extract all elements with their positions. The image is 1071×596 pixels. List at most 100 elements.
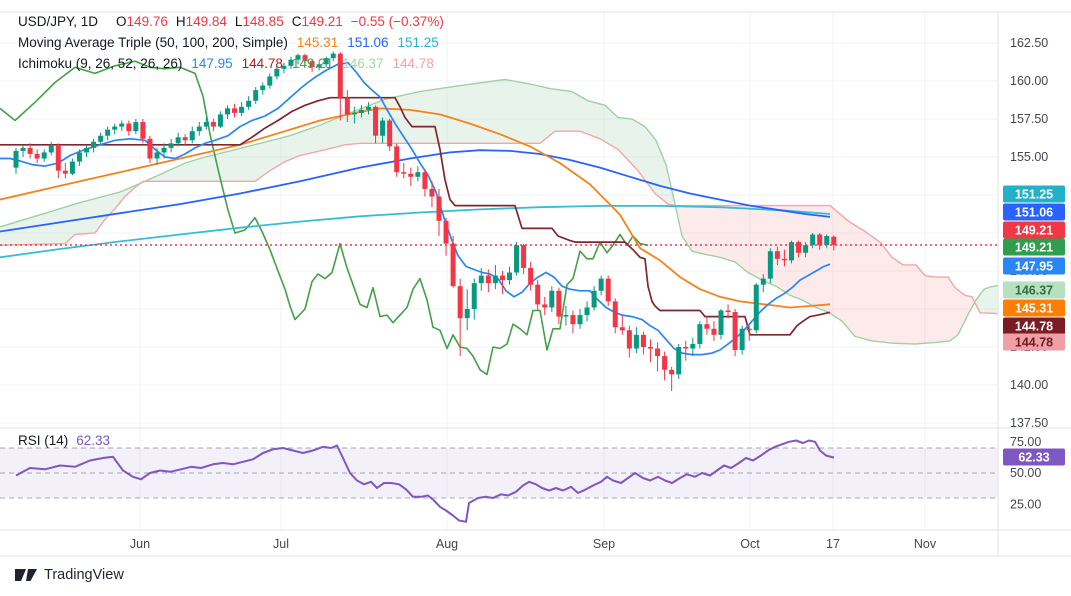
svg-text:145.31: 145.31 — [1015, 302, 1053, 316]
grid — [0, 12, 998, 530]
time-axis-label: Jun — [130, 537, 150, 551]
candle — [528, 267, 534, 285]
legend-symbol-row[interactable]: USD/JPY, 1D O149.76 H149.84 L148.85 C149.21−… — [18, 11, 444, 32]
rsi-indicator-label[interactable]: RSI (14) 62.33 — [18, 433, 110, 448]
candle — [41, 152, 47, 159]
candle — [655, 348, 661, 357]
ohlc-letter: L — [234, 14, 243, 29]
candle — [422, 172, 428, 189]
candle — [112, 126, 118, 130]
time-axis-label: Nov — [914, 537, 937, 551]
rsi-line — [15, 439, 835, 523]
price-axis-tick: 157.50 — [1010, 112, 1048, 126]
candle — [584, 307, 590, 316]
sma-100-line — [0, 149, 831, 233]
candle — [84, 147, 89, 153]
senkou-a-line — [0, 78, 998, 345]
candle — [760, 278, 766, 285]
candle — [612, 301, 618, 328]
candle — [394, 146, 400, 173]
ohlc-number: 149.21 — [301, 14, 343, 29]
candle — [443, 220, 449, 244]
candle — [358, 109, 364, 113]
candle — [556, 290, 562, 317]
candle — [380, 120, 386, 136]
rsi-axis-tick: 25.00 — [1010, 497, 1041, 511]
candle — [133, 122, 139, 132]
price-axis-tick: 140.00 — [1010, 378, 1048, 392]
legend-ichimoku-row[interactable]: Ichimoku (9, 26, 52, 26, 26) 147.95 144.78… — [18, 53, 444, 74]
candle — [119, 123, 125, 127]
candle — [27, 147, 33, 154]
ohlc-number: 149.76 — [126, 14, 168, 29]
price-pane — [0, 51, 998, 392]
candle — [436, 196, 442, 221]
candle — [725, 310, 731, 313]
kijun-sen-line — [0, 96, 831, 336]
price-tag: 151.25 — [1003, 185, 1065, 203]
candle — [175, 137, 181, 144]
ichimoku-cloud-bullish — [976, 285, 998, 314]
price-axis-tick: 160.00 — [1010, 74, 1048, 88]
candle — [563, 315, 569, 317]
candle — [577, 315, 583, 325]
ohlc-values: O149.76 H149.84 L148.85 C149.21 — [108, 14, 343, 29]
tradingview-watermark[interactable]: TradingView — [15, 566, 124, 584]
time-axis[interactable]: Jun Jul Aug Sep Oct 17 Nov — [130, 537, 937, 551]
candle — [570, 315, 576, 325]
price-tag: 149.21 — [1003, 221, 1065, 239]
indicator-value: 151.25 — [397, 35, 439, 50]
candlestick-layer — [13, 51, 837, 392]
candle — [457, 286, 463, 319]
candle — [217, 114, 223, 127]
candle — [232, 108, 238, 113]
ohlc-number: 149.84 — [185, 14, 227, 29]
change-value: −0.55 (−0.37%) — [350, 14, 444, 29]
candle — [48, 144, 54, 153]
candle — [288, 59, 294, 66]
time-axis-label: Aug — [436, 537, 458, 551]
candle — [203, 122, 209, 127]
indicator-value: 146.37 — [342, 56, 384, 71]
candle — [69, 161, 75, 174]
ichimoku-values: 147.95 144.78 149.21 146.37 144.78 — [182, 56, 433, 71]
candle — [633, 334, 639, 349]
svg-text:151.06: 151.06 — [1015, 206, 1053, 220]
price-axis-tick: 137.50 — [1010, 416, 1048, 430]
time-axis-label: Oct — [740, 537, 760, 551]
candle — [323, 58, 329, 65]
candle — [168, 143, 174, 148]
candle — [260, 85, 266, 91]
candle — [196, 126, 202, 132]
candle — [746, 328, 752, 331]
rsi-value: 62.33 — [76, 433, 111, 448]
candle — [796, 242, 802, 253]
legend: USD/JPY, 1D O149.76 H149.84 L148.85 C149.21−… — [18, 11, 444, 74]
rsi-axis-tick: 75.00 — [1010, 435, 1041, 449]
candle — [387, 120, 393, 147]
candle — [55, 144, 61, 171]
candle — [182, 137, 188, 141]
candle — [542, 304, 548, 308]
candle — [669, 369, 675, 375]
price-tag: 149.21 — [1003, 238, 1065, 256]
indicator-value: 145.31 — [296, 35, 339, 50]
price-tag: 144.78 — [1003, 317, 1065, 335]
sma-50-line — [0, 107, 831, 309]
candle — [690, 343, 696, 349]
rsi-pane — [0, 439, 998, 523]
candle — [718, 310, 724, 335]
candle — [351, 112, 357, 115]
candle — [429, 188, 435, 197]
candle — [302, 55, 308, 62]
legend-ma-row[interactable]: Moving Average Triple (50, 100, 200, Sim… — [18, 32, 444, 53]
candle — [126, 123, 132, 132]
ichimoku-cloud-bullish — [0, 183, 140, 246]
candle — [344, 97, 350, 115]
candle — [753, 284, 759, 331]
ohlc-letter: C — [291, 14, 302, 29]
candle — [140, 122, 146, 139]
candle — [246, 100, 252, 107]
candle — [704, 324, 710, 329]
